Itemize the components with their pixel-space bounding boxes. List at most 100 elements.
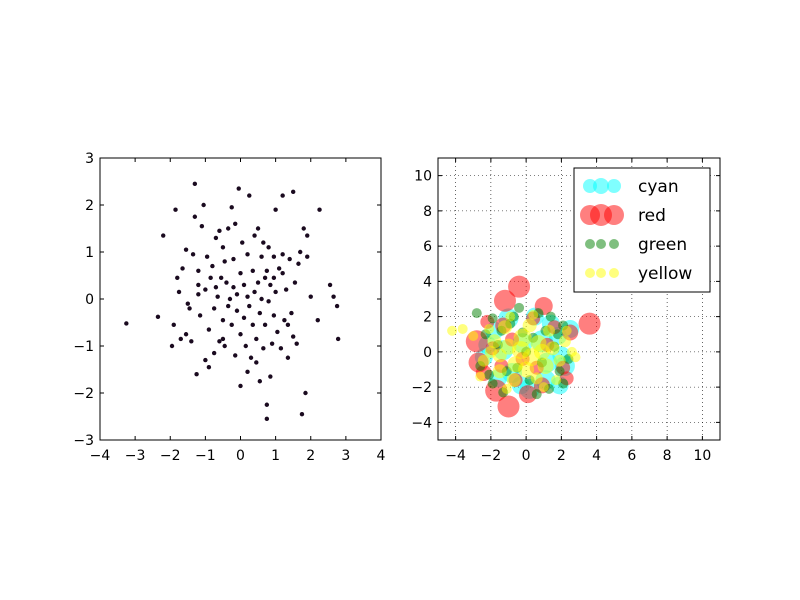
left-scatter-point (178, 336, 183, 342)
left-scatter-point (196, 282, 201, 288)
yellow-scatter-point (561, 325, 572, 336)
yellow-scatter-point (543, 324, 556, 337)
legend-marker-yellow (609, 268, 619, 278)
right-xtick-label: −4 (445, 448, 466, 464)
left-scatter-point (196, 268, 201, 273)
left-scatter-point (231, 256, 236, 262)
left-scatter-point (124, 321, 129, 326)
left-scatter-point (261, 346, 266, 351)
left-scatter-point (211, 306, 217, 311)
left-axes-frame (99, 157, 382, 441)
left-scatter-point (234, 308, 240, 313)
left-scatter-point (201, 202, 206, 208)
left-scatter-point (259, 296, 264, 302)
left-ytick-label: 3 (85, 151, 94, 167)
legend-markers-group (580, 178, 624, 278)
left-xtick-label: 2 (306, 448, 315, 464)
right-xtick-label: 8 (663, 448, 672, 464)
left-scatter-point (280, 270, 285, 276)
left-scatter-point (185, 301, 191, 306)
green-scatter-point (484, 369, 495, 380)
left-scatter-point (315, 317, 320, 323)
legend-marker-green (585, 239, 595, 249)
left-xtick-label: 0 (236, 448, 245, 464)
left-scatter-point (227, 296, 233, 302)
left-scatter-point (173, 207, 178, 212)
legend-marker-green (596, 239, 606, 249)
left-scatter-point (262, 275, 268, 281)
right-xtick-label: 10 (693, 448, 711, 464)
right-ytick-label: −4 (411, 415, 432, 431)
left-scatter-point (247, 193, 252, 198)
red-scatter-point (493, 289, 516, 312)
left-scatter-point (296, 261, 301, 266)
left-scatter-point (317, 207, 322, 212)
left-scatter-point (271, 254, 277, 259)
yellow-scatter-point (538, 382, 549, 393)
right-ticks-group: −4 −2 0 2 4 6 8 10 −4 −2 0 2 4 6 8 10 (411, 158, 720, 464)
legend-label-yellow: yellow (638, 264, 692, 284)
left-scatter-point (180, 266, 185, 271)
left-scatter-point (262, 322, 268, 328)
right-ytick-label: 2 (423, 310, 432, 326)
left-scatter-point (327, 282, 333, 288)
left-scatter-point (238, 383, 243, 389)
right-xtick-label: 2 (557, 448, 566, 464)
red-scatter-point (578, 312, 601, 335)
left-scatter-point (255, 226, 261, 231)
left-scatter-point (220, 317, 226, 323)
left-scatter-point (175, 275, 180, 281)
legend-marker-green (609, 239, 619, 249)
green-scatter-point (514, 302, 525, 313)
yellow-scatter-point (492, 348, 507, 363)
left-scatter-point (222, 259, 227, 264)
left-xtick-label: 4 (377, 448, 386, 464)
left-scatter-point (213, 235, 219, 241)
left-scatter-point (206, 364, 212, 370)
left-scatter-point (276, 266, 282, 271)
left-scatter-point (283, 287, 289, 292)
left-scatter-point (213, 285, 219, 290)
left-scatter-point (194, 372, 199, 377)
left-scatter-point (245, 294, 250, 299)
left-scatter-point (252, 233, 257, 238)
left-scatter-point (187, 306, 192, 311)
left-scatter-point (238, 332, 243, 337)
left-ytick-label: 2 (85, 198, 94, 214)
yellow-scatter-point (528, 309, 539, 320)
left-scatter-point (206, 327, 212, 332)
yellow-scatter-point (484, 323, 495, 334)
right-ytick-label: 8 (423, 204, 432, 220)
left-scatter-point (199, 223, 205, 229)
left-scatter-point (264, 402, 270, 407)
left-scatter-point (259, 254, 264, 259)
left-scatter-point (183, 332, 189, 337)
red-scatter-point (518, 385, 537, 404)
left-scatter-point (217, 228, 222, 234)
left-scatter-point (248, 355, 254, 360)
green-scatter-point (471, 308, 482, 319)
yellow-scatter-point (553, 354, 566, 367)
left-scatter-point (268, 374, 273, 379)
left-scatter-point (278, 346, 284, 351)
yellow-scatter-point (487, 334, 502, 349)
left-scatter-point (240, 240, 245, 245)
left-scatter-point (190, 252, 196, 257)
left-scatter-point (305, 254, 310, 259)
left-scatter-point (192, 181, 198, 187)
yellow-scatter-point (501, 383, 512, 394)
right-xtick-label: 6 (627, 448, 636, 464)
legend: cyan red green yellow (573, 167, 711, 293)
left-scatter-point (241, 315, 247, 320)
left-scatter-point (303, 390, 308, 396)
left-scatter-point (233, 353, 238, 358)
legend-marker-yellow (596, 268, 606, 278)
left-scatter-point (280, 252, 285, 257)
right-ytick-label: 0 (423, 345, 432, 361)
left-scatter-point (215, 294, 220, 299)
left-scatter-point (266, 299, 271, 304)
yellow-scatter-point (477, 354, 490, 367)
yellow-scatter-point (506, 373, 521, 388)
left-scatter-point (245, 252, 250, 257)
